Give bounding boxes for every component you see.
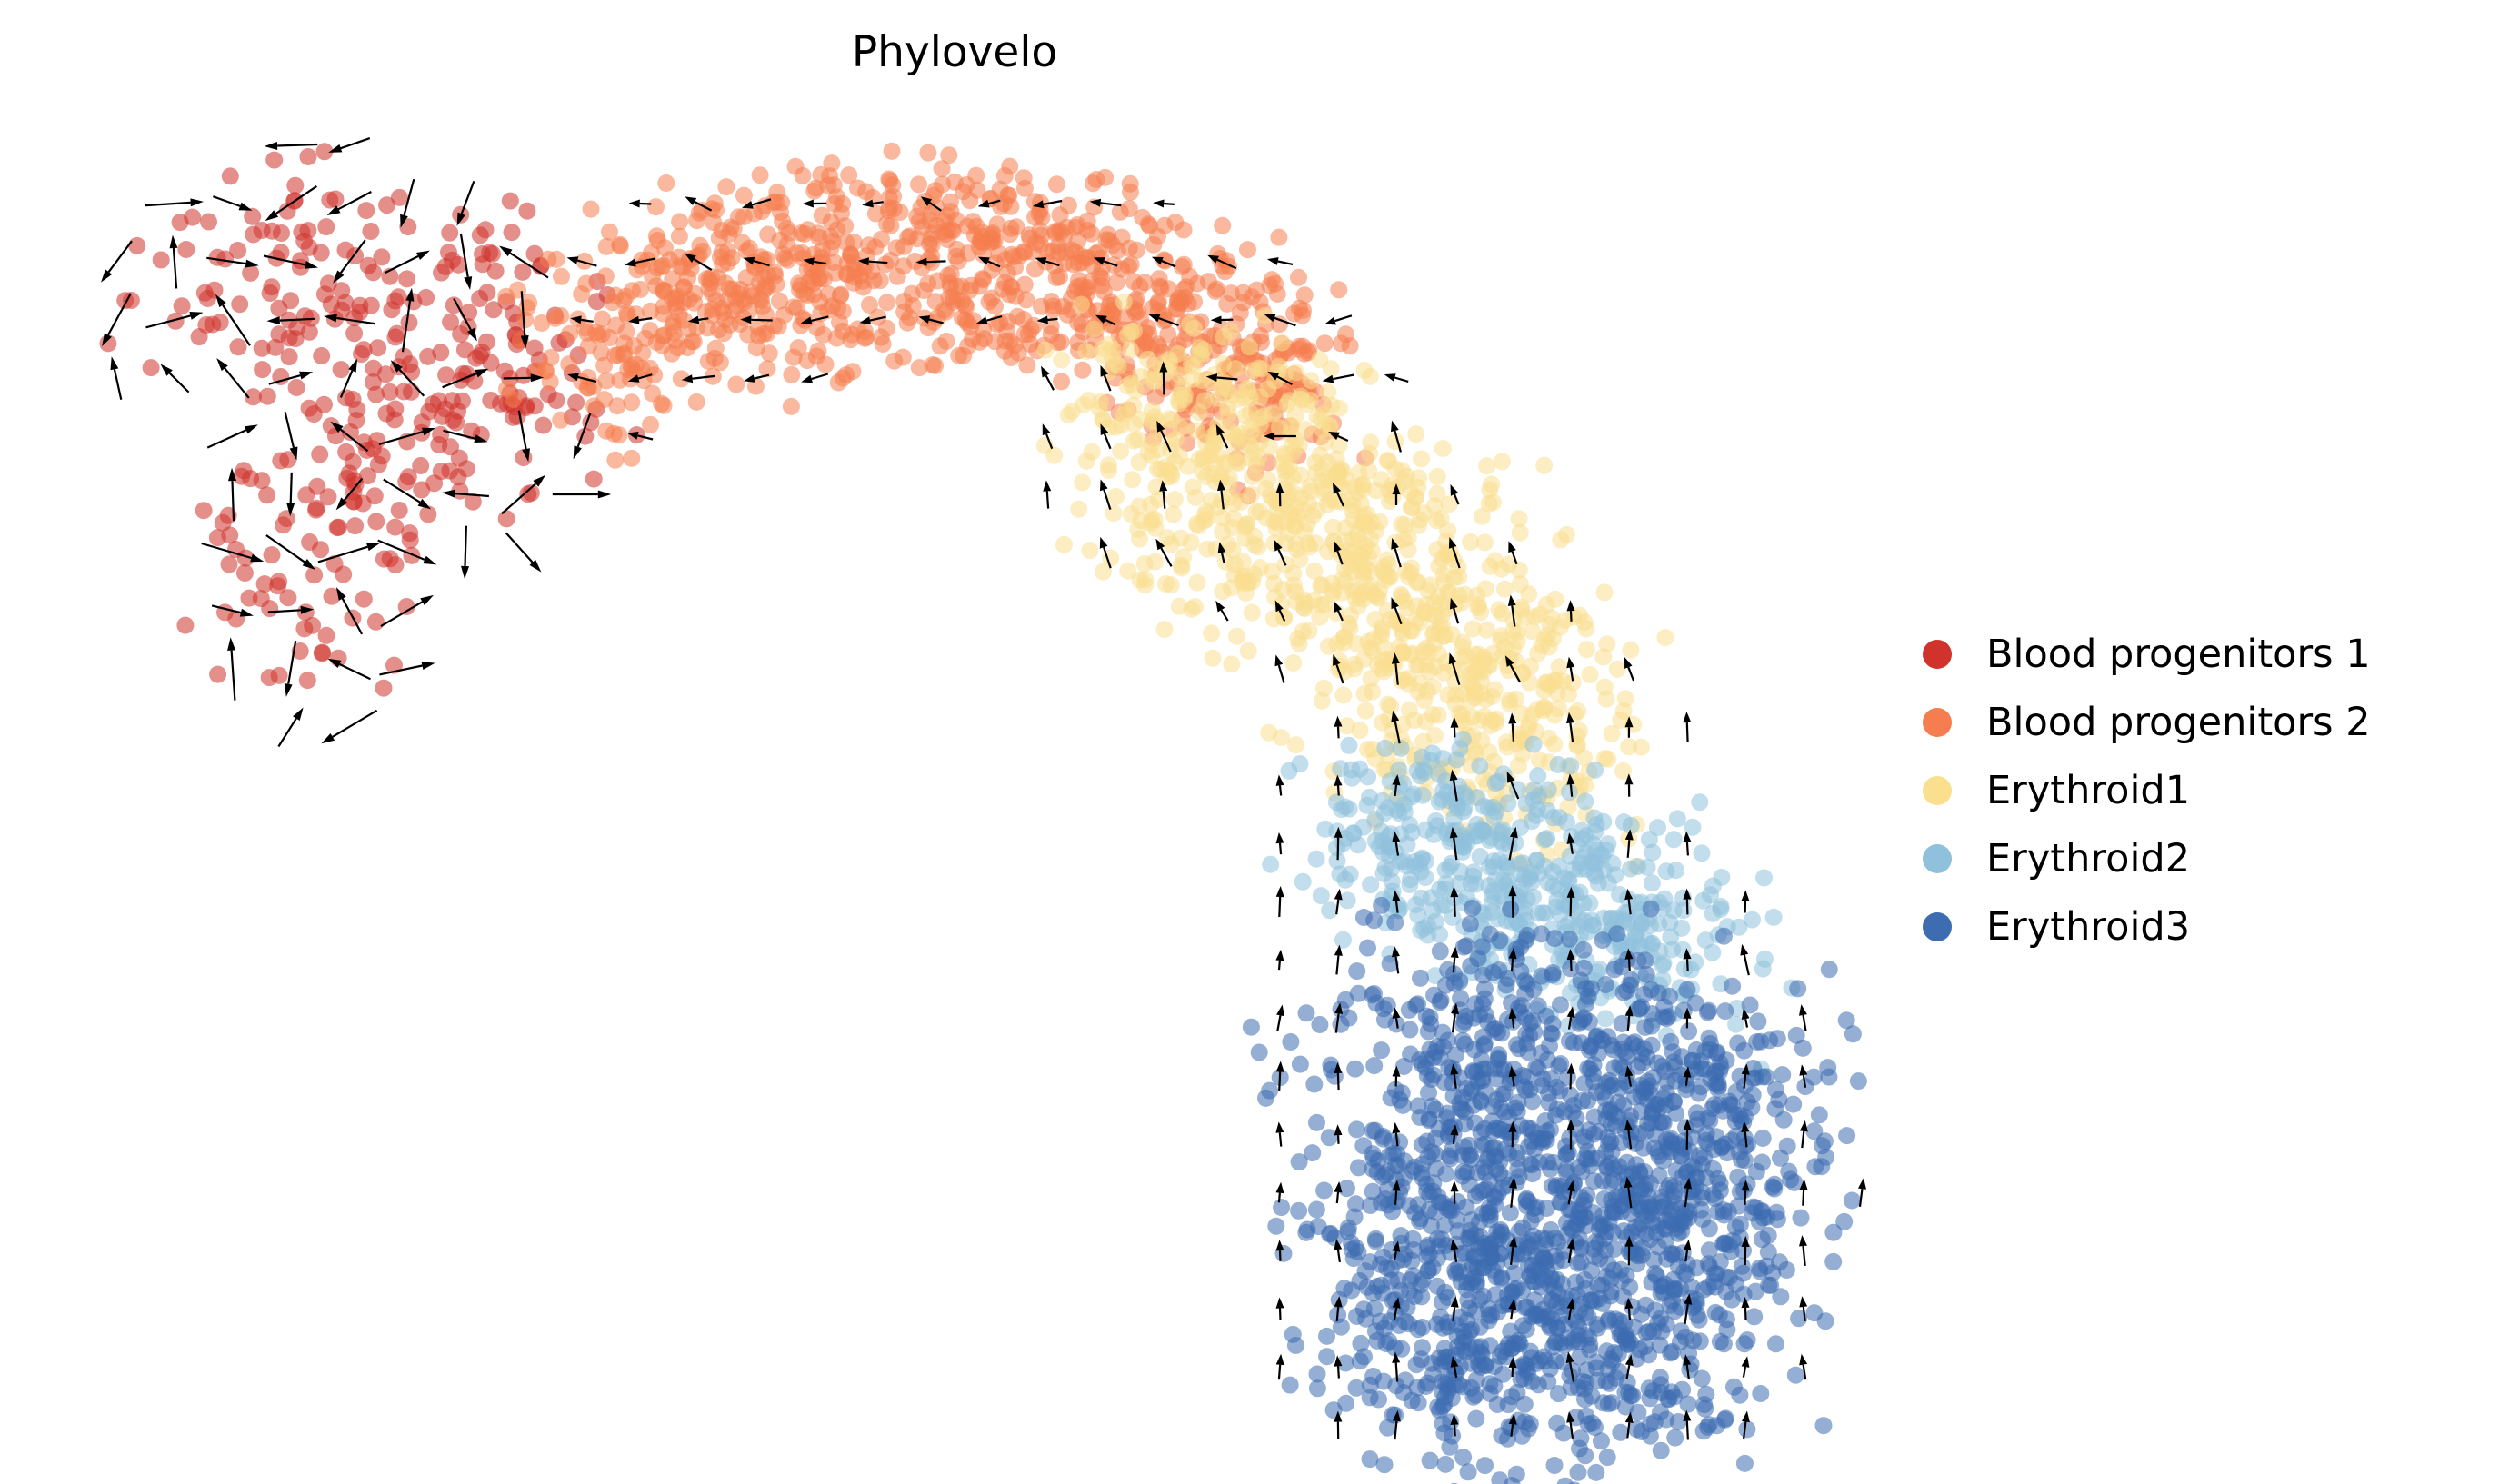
legend: Blood progenitors 1 Blood progenitors 2 Er…	[1923, 620, 2371, 961]
quiver-shafts	[107, 137, 1864, 1440]
legend-label: Blood progenitors 2	[1986, 699, 2371, 745]
chart-title: Phylovelo	[851, 27, 1058, 77]
legend-swatch	[1923, 911, 1952, 941]
legend-item: Erythroid3	[1923, 892, 2371, 961]
legend-item: Blood progenitors 2	[1923, 688, 2371, 756]
legend-label: Erythroid1	[1986, 767, 2191, 813]
legend-swatch	[1923, 639, 1952, 669]
cluster-erythroid1	[1035, 293, 1674, 876]
legend-label: Blood progenitors 1	[1986, 631, 2371, 677]
legend-label: Erythroid3	[1986, 903, 2191, 950]
legend-swatch	[1923, 707, 1952, 737]
cluster-erythroid2	[1262, 731, 1801, 1078]
legend-swatch	[1923, 775, 1952, 805]
quiver-heads	[101, 142, 1866, 1425]
legend-item: Erythroid1	[1923, 756, 2371, 824]
legend-label: Erythroid2	[1986, 835, 2191, 881]
legend-item: Blood progenitors 1	[1923, 620, 2371, 688]
cluster-erythroid3	[1242, 896, 1867, 1484]
legend-item: Erythroid2	[1923, 824, 2371, 892]
legend-swatch	[1923, 843, 1952, 873]
